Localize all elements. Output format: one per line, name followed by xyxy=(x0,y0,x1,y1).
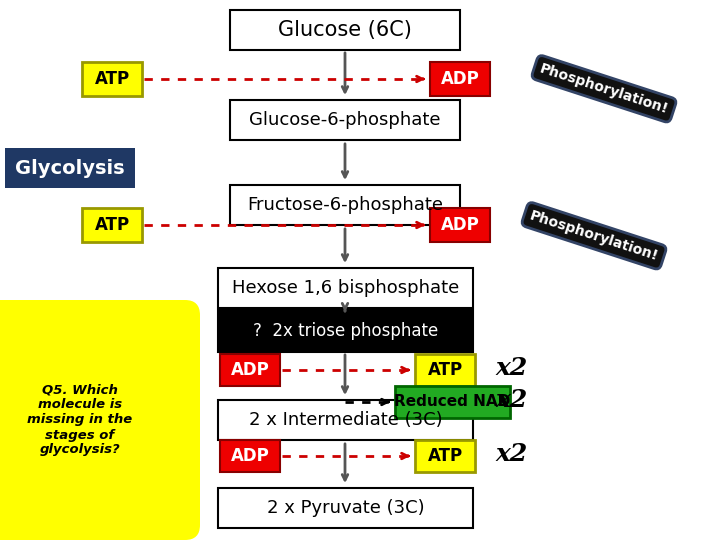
FancyBboxPatch shape xyxy=(5,148,135,188)
Text: 2 x Pyruvate (3C): 2 x Pyruvate (3C) xyxy=(266,499,424,517)
FancyBboxPatch shape xyxy=(430,208,490,242)
Text: ATP: ATP xyxy=(428,361,462,379)
Text: x2: x2 xyxy=(495,388,527,412)
FancyBboxPatch shape xyxy=(395,386,510,418)
FancyBboxPatch shape xyxy=(0,300,200,540)
Text: Hexose 1,6 bisphosphate: Hexose 1,6 bisphosphate xyxy=(232,279,459,297)
Text: ATP: ATP xyxy=(94,70,130,88)
Text: Glucose-6-phosphate: Glucose-6-phosphate xyxy=(249,111,441,129)
Text: Phosphorylation!: Phosphorylation! xyxy=(528,208,660,264)
Text: Reduced NAD: Reduced NAD xyxy=(395,395,510,409)
FancyBboxPatch shape xyxy=(82,208,142,242)
Text: ATP: ATP xyxy=(94,216,130,234)
Text: ADP: ADP xyxy=(230,447,269,465)
Text: ATP: ATP xyxy=(428,447,462,465)
FancyBboxPatch shape xyxy=(220,354,280,386)
FancyBboxPatch shape xyxy=(415,440,475,472)
Text: x2: x2 xyxy=(495,442,527,466)
Text: Fructose-6-phosphate: Fructose-6-phosphate xyxy=(247,196,443,214)
Text: Phosphorylation!: Phosphorylation! xyxy=(538,62,670,116)
Text: Q5. Which
molecule is
missing in the
stages of
glycolysis?: Q5. Which molecule is missing in the sta… xyxy=(27,383,132,456)
FancyBboxPatch shape xyxy=(220,440,280,472)
FancyBboxPatch shape xyxy=(230,185,460,225)
FancyBboxPatch shape xyxy=(230,10,460,50)
Text: Glucose (6C): Glucose (6C) xyxy=(278,20,412,40)
FancyBboxPatch shape xyxy=(218,488,473,528)
FancyBboxPatch shape xyxy=(230,100,460,140)
FancyBboxPatch shape xyxy=(218,268,473,308)
Text: ADP: ADP xyxy=(441,216,480,234)
FancyBboxPatch shape xyxy=(218,400,473,440)
FancyBboxPatch shape xyxy=(82,62,142,96)
Text: x2: x2 xyxy=(495,356,527,380)
Text: ADP: ADP xyxy=(441,70,480,88)
FancyBboxPatch shape xyxy=(430,62,490,96)
Text: Glycolysis: Glycolysis xyxy=(15,159,125,178)
FancyBboxPatch shape xyxy=(415,354,475,386)
Text: ?  2x triose phosphate: ? 2x triose phosphate xyxy=(253,322,438,340)
FancyBboxPatch shape xyxy=(218,310,473,352)
Text: 2 x Intermediate (3C): 2 x Intermediate (3C) xyxy=(248,411,442,429)
Text: ADP: ADP xyxy=(230,361,269,379)
